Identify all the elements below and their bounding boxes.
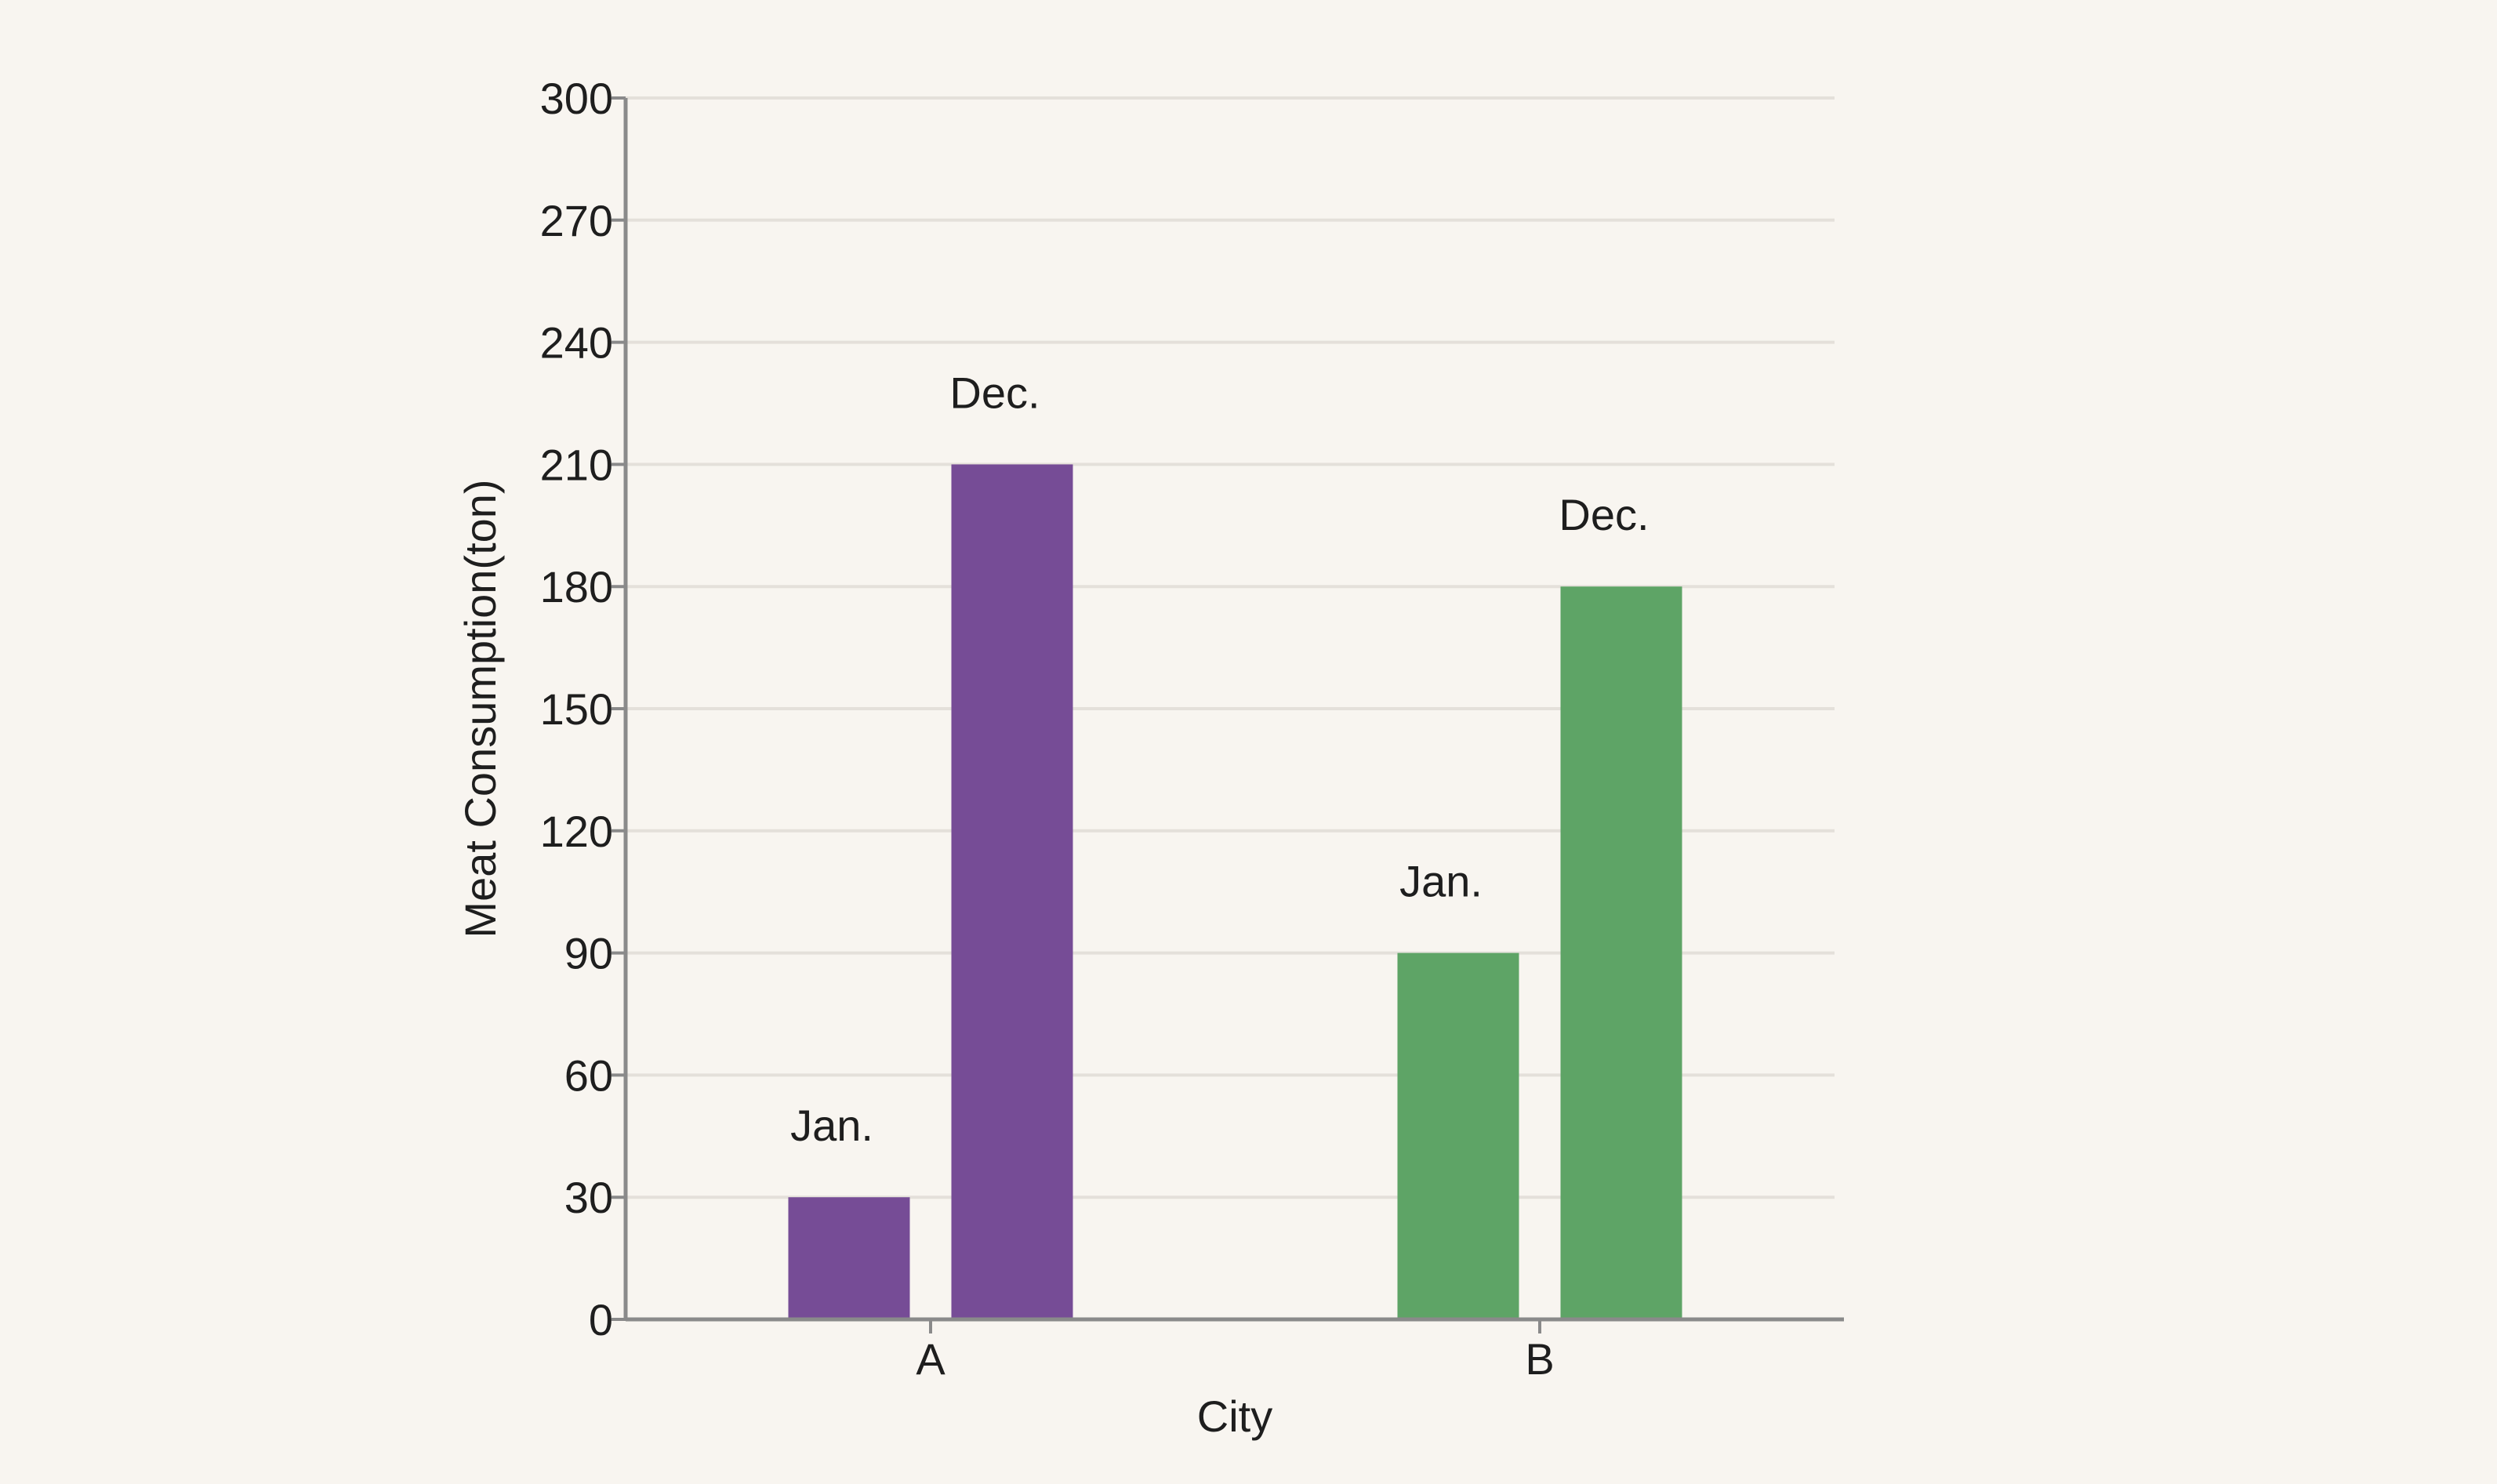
x-axis-title: City (1197, 1391, 1272, 1441)
bars (788, 464, 1682, 1319)
x-tick-label: B (1525, 1334, 1554, 1384)
y-axis-title: Meat Consumption(ton) (455, 479, 505, 938)
y-tick-label: 180 (540, 562, 613, 611)
y-tick-label: 270 (540, 196, 613, 245)
bar-a-jan (788, 1197, 910, 1319)
y-tick-label: 300 (540, 74, 613, 123)
y-tick-label: 60 (564, 1050, 613, 1100)
y-tick-label: 30 (564, 1173, 613, 1222)
y-tick-label: 150 (540, 684, 613, 734)
bar-data-label: Dec. (1559, 490, 1649, 539)
gridlines (626, 96, 1835, 1199)
y-tick-label: 210 (540, 440, 613, 489)
y-tick-label: 120 (540, 807, 613, 856)
x-tick-label: A (916, 1334, 945, 1384)
bar-labels: Jan. Dec. Jan. Dec. (790, 368, 1650, 1150)
bar-data-label: Dec. (949, 368, 1040, 417)
bar-b-jan (1397, 952, 1519, 1319)
y-tick-label: 240 (540, 318, 613, 368)
bar-a-dec (951, 464, 1073, 1319)
y-tick-label: 0 (589, 1295, 613, 1344)
bar-data-label: Jan. (790, 1101, 873, 1150)
bar-data-label: Jan. (1399, 857, 1483, 906)
bar-b-dec (1560, 586, 1682, 1319)
y-ticks: 0 30 60 90 120 150 180 210 240 270 300 (540, 74, 626, 1344)
y-tick-label: 90 (564, 929, 613, 978)
